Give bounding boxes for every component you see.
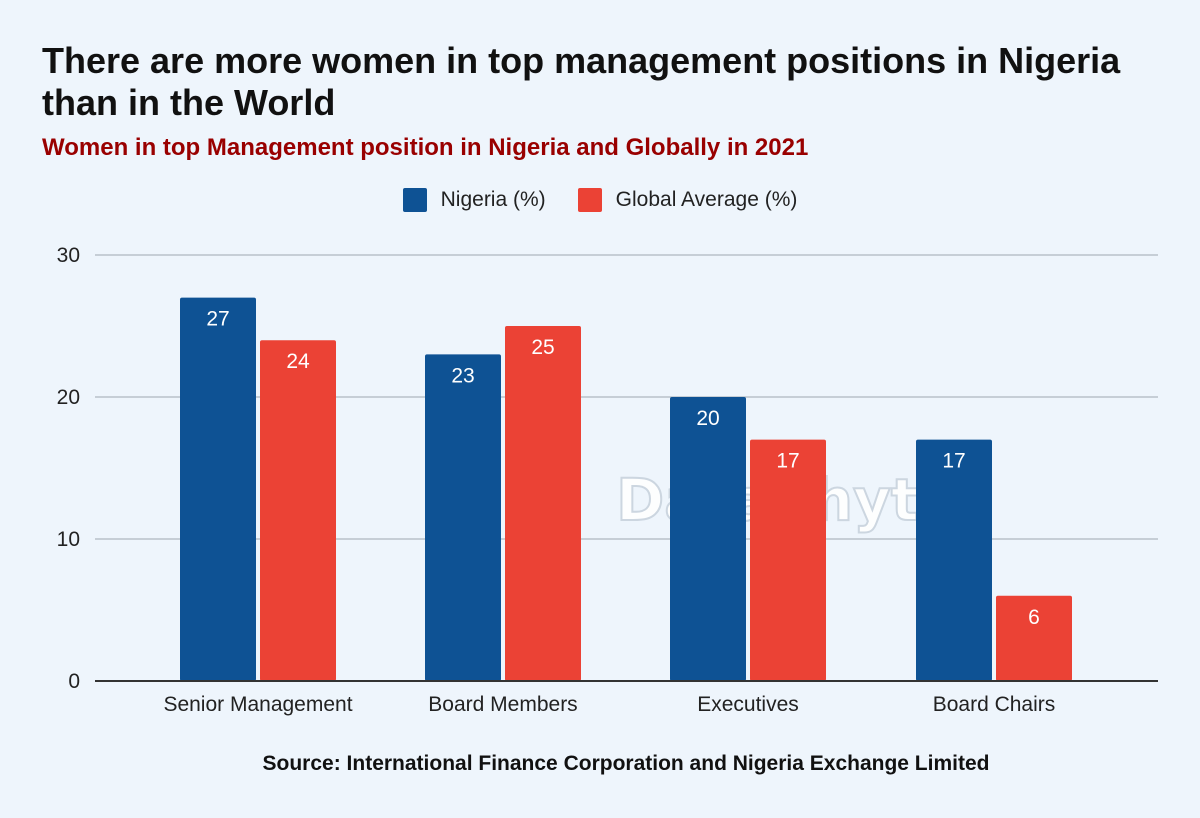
bar — [750, 439, 826, 681]
legend-item-nigeria[interactable]: Nigeria (%) — [402, 188, 546, 212]
legend-label-nigeria: Nigeria (%) — [440, 188, 546, 211]
data-label: 24 — [286, 350, 310, 373]
x-tick-label: Senior Management — [163, 693, 352, 716]
source-note: Source: International Finance Corporatio… — [262, 752, 990, 775]
legend-swatch-nigeria — [402, 188, 427, 212]
data-label: 25 — [531, 336, 554, 359]
chart-subtitle: Women in top Management position in Nige… — [42, 134, 809, 161]
data-label: 27 — [206, 308, 229, 331]
data-label: 6 — [1028, 606, 1040, 629]
data-label: 17 — [776, 450, 799, 473]
x-tick-label: Board Members — [428, 693, 577, 716]
bar — [670, 397, 746, 681]
legend-label-global-average: Global Average (%) — [615, 188, 798, 211]
y-tick-label: 0 — [68, 670, 80, 693]
data-label: 23 — [451, 364, 474, 387]
y-tick-label: 30 — [57, 244, 80, 267]
bar — [996, 595, 1072, 681]
x-tick-label: Executives — [697, 693, 799, 716]
bar — [180, 297, 256, 681]
chart-title: There are more women in top management p… — [42, 40, 1121, 123]
legend-item-global-average[interactable]: Global Average (%) — [577, 188, 798, 212]
data-label: 20 — [696, 407, 719, 430]
x-tick-label: Board Chairs — [933, 693, 1056, 716]
bar — [425, 354, 501, 681]
y-tick-label: 20 — [57, 386, 80, 409]
data-label: 17 — [942, 450, 965, 473]
bar — [916, 439, 992, 681]
legend: Nigeria (%) Global Average (%) — [0, 188, 1200, 212]
y-tick-label: 10 — [57, 528, 80, 551]
bar — [260, 340, 336, 681]
bar — [505, 326, 581, 681]
legend-swatch-global-average — [577, 188, 602, 212]
